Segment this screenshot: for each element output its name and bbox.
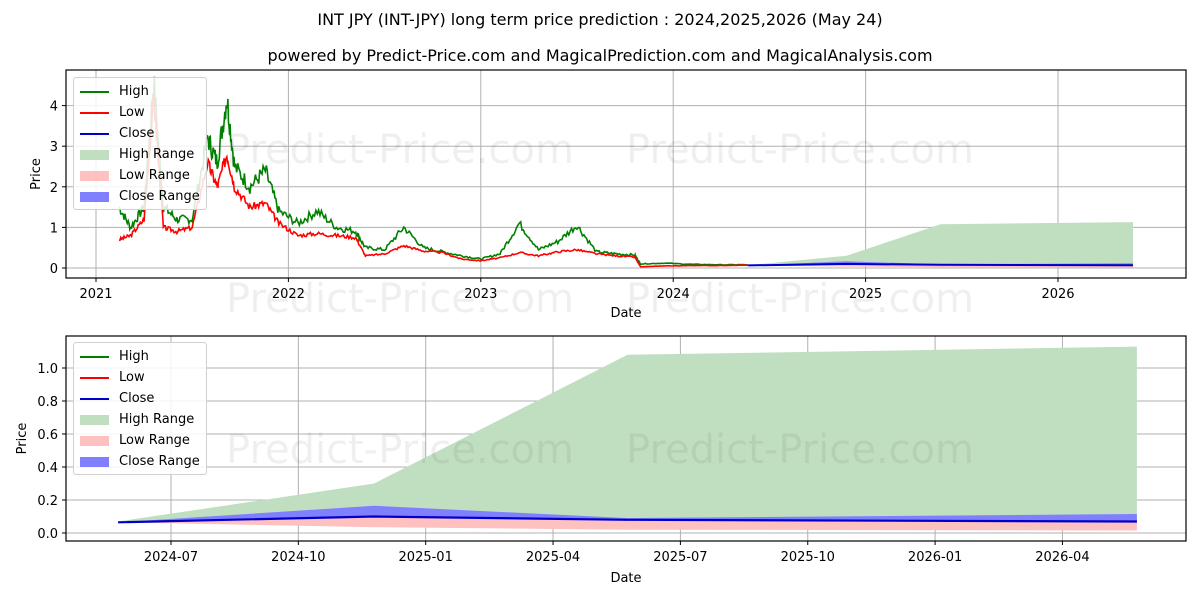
y-tick-label: 0.0: [37, 527, 58, 542]
x-tick-label: 2025-01: [399, 550, 453, 565]
x-tick-label: 2026-04: [1035, 550, 1089, 565]
y-tick-label: 3: [50, 140, 58, 155]
legend-item-high: High: [80, 346, 200, 367]
x-tick-label: 2025-10: [781, 550, 835, 565]
legend-label: Low: [119, 370, 145, 385]
watermark: Predict-Price.com: [226, 127, 574, 173]
y-tick-label: 0.4: [37, 461, 58, 476]
legend-label: High Range: [119, 412, 195, 427]
x-tick-label: 2024-07: [144, 550, 198, 565]
top-chart-legend: High Low Close High Range Low Range Close Ran…: [73, 77, 207, 210]
legend-swatch-low-range: [80, 435, 109, 446]
legend-item-close: Close: [80, 388, 200, 409]
legend-label: Close: [119, 391, 155, 406]
y-tick-label: 4: [50, 100, 58, 115]
legend-item-low-range: Low Range: [80, 165, 200, 186]
legend-label: High Range: [119, 147, 195, 162]
legend-item-close: Close: [80, 123, 200, 144]
legend-swatch-low: [80, 376, 109, 379]
high-range-area: [748, 222, 1133, 266]
watermark: Predict-Price.com: [626, 427, 974, 473]
chart-subtitle: powered by Predict-Price.com and Magical…: [267, 46, 933, 65]
x-tick-label: 2021: [79, 287, 112, 302]
legend-label: Close Range: [119, 189, 200, 204]
legend-item-close-range: Close Range: [80, 186, 200, 207]
x-tick-label: 2025-07: [653, 550, 707, 565]
y-axis-label: Price: [29, 158, 44, 190]
legend-label: Close Range: [119, 454, 200, 469]
legend-item-high: High: [80, 81, 200, 102]
legend-item-close-range: Close Range: [80, 451, 200, 472]
legend-item-low: Low: [80, 102, 200, 123]
chart-title: INT JPY (INT-JPY) long term price predic…: [317, 10, 883, 29]
y-axis-label: Price: [15, 423, 30, 455]
low-range-area: [118, 516, 1137, 531]
legend-label: Low: [119, 105, 145, 120]
legend-swatch-low-range: [80, 170, 109, 181]
legend-swatch-close: [80, 132, 109, 135]
legend-item-low-range: Low Range: [80, 430, 200, 451]
legend-item-high-range: High Range: [80, 144, 200, 165]
y-tick-label: 1.0: [37, 362, 58, 377]
high-range-area: [118, 346, 1137, 523]
legend-label: Low Range: [119, 168, 190, 183]
legend-swatch-high-range: [80, 149, 109, 160]
legend-swatch-close: [80, 397, 109, 400]
legend-swatch-close-range: [80, 456, 109, 467]
legend-label: High: [119, 84, 149, 99]
legend-swatch-high-range: [80, 414, 109, 425]
y-tick-label: 0.8: [37, 395, 58, 410]
plot-frame: [65, 335, 1187, 542]
y-tick-label: 1: [50, 221, 58, 236]
bottom-chart-legend: High Low Close High Range Low Range Close Ran…: [73, 342, 207, 475]
x-tick-label: 2026-01: [908, 550, 962, 565]
watermark: Predict-Price.com: [626, 276, 974, 322]
legend-swatch-high: [80, 355, 109, 358]
y-tick-label: 2: [50, 181, 58, 196]
close-line: [748, 262, 1134, 267]
legend-item-low: Low: [80, 367, 200, 388]
legend-swatch-close-range: [80, 191, 109, 202]
top-chart: 2021 2022 2023 2024 2025 2026 0 1 2 3 4 Predict-Pri…: [29, 69, 1187, 322]
legend-label: Close: [119, 126, 155, 141]
x-tick-label: 2023: [464, 287, 497, 302]
close-line: [118, 515, 1137, 524]
legend-swatch-low: [80, 111, 109, 114]
x-tick-label: 2024: [657, 287, 690, 302]
x-tick-label: 2025: [849, 287, 882, 302]
x-axis-label: Date: [610, 306, 641, 321]
low-line: [119, 96, 749, 268]
plot-frame: [65, 69, 1187, 279]
x-tick-label: 2026: [1041, 287, 1074, 302]
legend-label: Low Range: [119, 433, 190, 448]
y-tick-label: 0: [50, 262, 58, 277]
y-tick-label: 0.2: [37, 494, 58, 509]
legend-item-high-range: High Range: [80, 409, 200, 430]
close-range-area: [118, 505, 1137, 523]
y-tick-label: 0.6: [37, 428, 58, 443]
x-tick-label: 2025-04: [526, 550, 580, 565]
x-tick-label: 2024-10: [271, 550, 325, 565]
x-tick-label: 2022: [272, 287, 305, 302]
watermark: Predict-Price.com: [626, 127, 974, 173]
legend-swatch-high: [80, 90, 109, 93]
x-axis-label: Date: [610, 571, 641, 586]
watermark: Predict-Price.com: [226, 427, 574, 473]
watermark: Predict-Price.com: [226, 276, 574, 322]
legend-label: High: [119, 349, 149, 364]
